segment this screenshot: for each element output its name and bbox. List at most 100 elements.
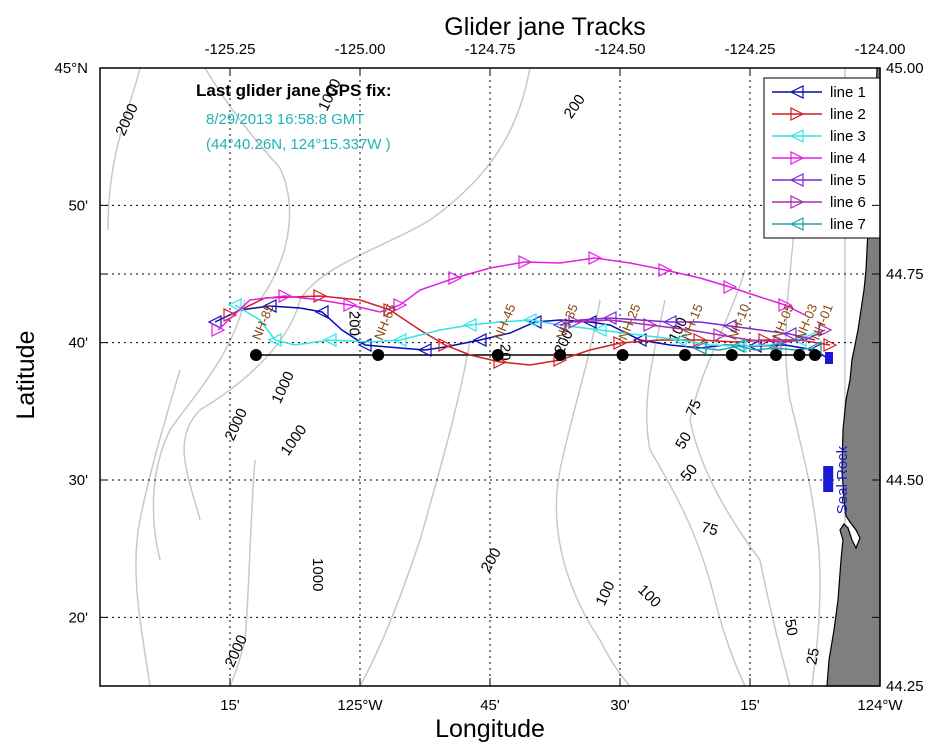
contour-1000-south	[229, 459, 256, 687]
contour-50	[689, 269, 791, 687]
contour-1000-main	[152, 299, 246, 561]
station-marker	[809, 348, 821, 361]
legend-label: line 5	[830, 172, 866, 189]
legend-label: line 7	[830, 216, 866, 233]
right-tick-label: 44.25	[886, 678, 924, 695]
left-tick-label: 30'	[68, 472, 88, 489]
legend-label: line 4	[830, 150, 866, 167]
top-tick-label: -124.75	[465, 41, 516, 58]
bottom-tick-label: 124°W	[857, 697, 903, 714]
track-marker	[588, 251, 603, 265]
track-line	[229, 295, 831, 366]
contour-1000-north	[204, 67, 291, 301]
contour-label: 75	[699, 519, 720, 540]
track-marker	[278, 289, 293, 303]
top-tick-label: -125.25	[205, 41, 256, 58]
left-tick-label: 40'	[68, 335, 88, 352]
station-marker	[554, 348, 567, 361]
legend: line 1 line 2 line 3 line 4 line 5 line 6 line…	[763, 77, 881, 239]
track-marker	[773, 335, 788, 349]
seal-rock-marker	[823, 466, 834, 492]
track-marker	[393, 298, 408, 312]
left-tick-label: 45°N	[54, 60, 88, 77]
track-marker	[343, 298, 358, 312]
track-marker	[392, 333, 407, 347]
track-line	[559, 317, 816, 341]
seal-rock-label: Seal Rock	[834, 445, 851, 514]
track-marker	[448, 271, 463, 285]
contour-200-north	[299, 67, 531, 301]
glider-tracks	[207, 251, 838, 369]
track-marker	[518, 255, 533, 269]
last-fix-marker	[825, 352, 833, 364]
left-tick-label: 20'	[68, 609, 88, 626]
contour-label: 200	[346, 311, 363, 336]
track-marker	[262, 299, 277, 313]
track-marker	[818, 323, 833, 337]
contour-2000-main	[135, 369, 181, 687]
top-tick-label: -124.00	[855, 41, 906, 58]
x-axis-label: Longitude	[435, 715, 545, 743]
last-gps-fix: Last glider jane GPS fix: 8/29/2013 16:5…	[196, 81, 392, 153]
track-line	[699, 345, 816, 351]
track-line	[217, 257, 806, 331]
legend-marker	[789, 217, 804, 231]
bottom-tick-label: 15'	[740, 697, 760, 714]
legend-marker	[790, 107, 805, 121]
station-marker	[793, 348, 806, 361]
track-marker	[723, 280, 738, 294]
gps-fix-position: (44°40.26N, 124°15.337W )	[206, 136, 391, 153]
top-tick-label: -125.00	[335, 41, 386, 58]
track-marker	[568, 315, 583, 329]
legend-marker	[790, 151, 805, 165]
contour-label: 50	[781, 618, 801, 637]
station-marker	[250, 348, 262, 361]
track-marker	[314, 305, 329, 319]
contour-200-south	[359, 339, 471, 687]
track-marker	[322, 333, 337, 347]
track-marker	[552, 318, 567, 332]
axis-tick-labels: -125.25 -125.00 -124.75 -124.50 -124.25 -124.…	[54, 41, 923, 714]
track-marker	[643, 318, 658, 332]
legend-marker	[790, 195, 805, 209]
contour-75	[645, 299, 746, 687]
bottom-tick-label: 45'	[480, 697, 500, 714]
graticule	[100, 68, 880, 686]
legend-label: line 3	[830, 128, 866, 145]
station-marker	[679, 348, 691, 361]
track-marker	[823, 338, 838, 352]
right-tick-label: 44.50	[886, 472, 924, 489]
track-line	[574, 319, 826, 343]
legend-marker	[789, 173, 804, 187]
legend-label: line 2	[830, 106, 866, 123]
top-tick-label: -124.50	[595, 41, 646, 58]
track-marker	[462, 318, 477, 332]
place-labels: Seal Rock	[823, 445, 851, 514]
top-tick-label: -124.25	[725, 41, 776, 58]
contour-label: 50	[672, 429, 695, 452]
legend-label: line 1	[830, 84, 866, 101]
station-marker	[372, 348, 385, 361]
track-marker	[267, 333, 282, 347]
track-marker	[613, 336, 628, 350]
contour-100	[555, 299, 631, 687]
track-marker	[658, 263, 673, 277]
track-marker	[602, 311, 617, 325]
chart-title: Glider jane Tracks	[444, 13, 645, 41]
contour-label: 1000	[309, 558, 326, 591]
track-marker	[713, 328, 728, 342]
y-axis-label: Latitude	[12, 331, 40, 420]
track-marker	[522, 313, 537, 327]
track-marker	[592, 323, 607, 337]
station-marker	[616, 348, 629, 361]
station-marker	[770, 348, 782, 361]
track-marker	[730, 339, 745, 353]
station-marker	[725, 348, 738, 361]
track-marker	[778, 298, 793, 312]
legend-marker	[789, 129, 804, 143]
track-marker	[662, 315, 677, 329]
track-marker	[782, 327, 797, 341]
track-marker	[417, 343, 432, 357]
track-marker	[692, 341, 707, 355]
